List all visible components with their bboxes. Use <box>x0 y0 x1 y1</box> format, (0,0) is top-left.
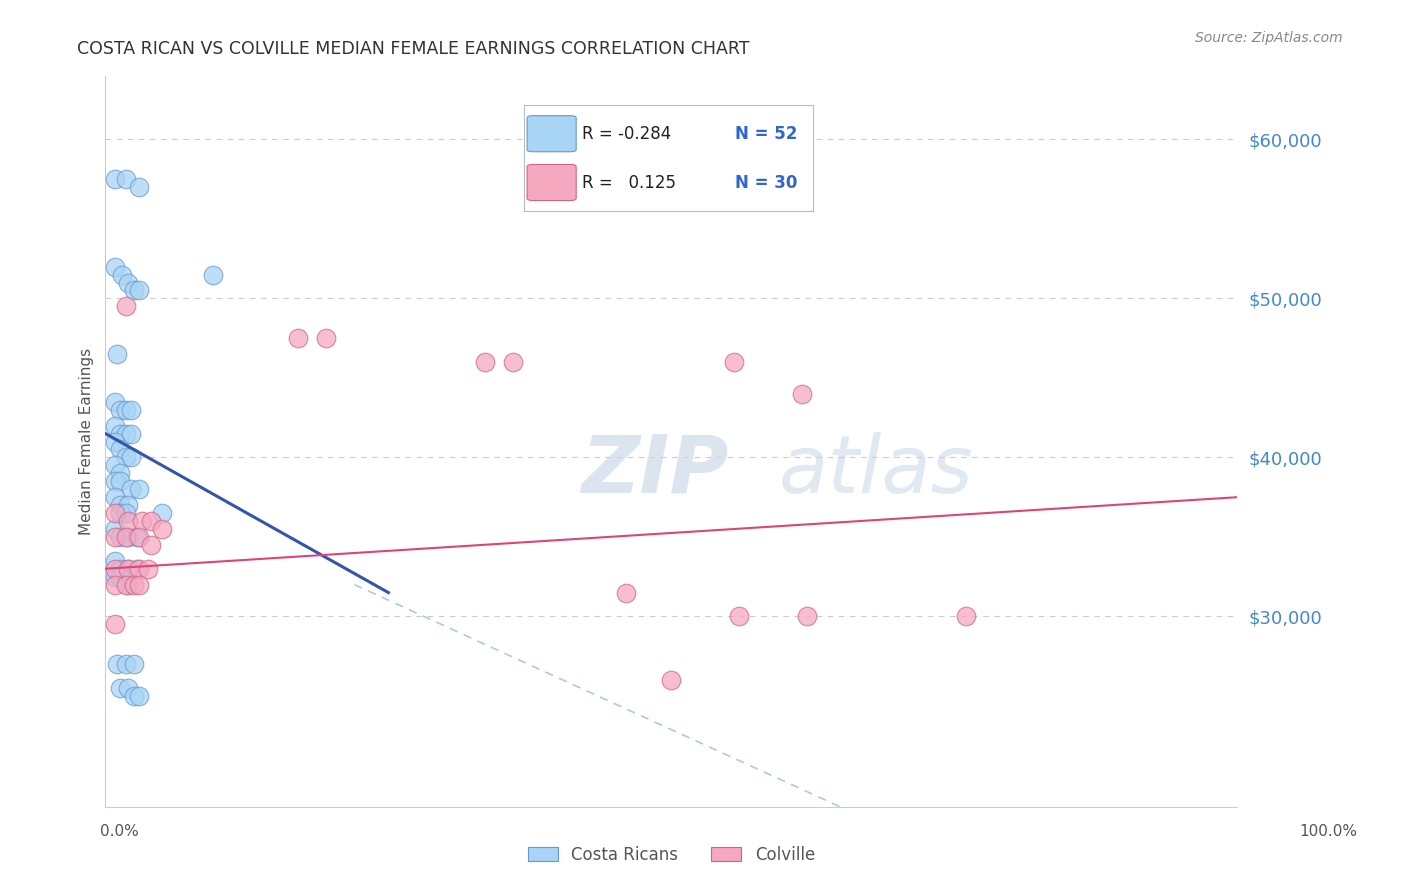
Point <box>108 442 131 457</box>
Text: atlas: atlas <box>779 432 973 510</box>
Point <box>128 562 150 576</box>
Point <box>661 673 683 687</box>
Point <box>138 562 160 576</box>
Point <box>114 577 136 591</box>
Point <box>103 530 125 544</box>
Point <box>103 434 125 449</box>
Point <box>103 394 125 409</box>
Point <box>114 402 136 417</box>
Point <box>114 299 136 313</box>
Point <box>105 347 128 361</box>
Point <box>614 585 637 599</box>
Point <box>790 387 813 401</box>
Point <box>117 514 139 528</box>
Point <box>121 402 143 417</box>
Point <box>103 506 125 520</box>
Point <box>121 450 143 465</box>
Point <box>114 506 136 520</box>
Point <box>103 490 125 504</box>
Point <box>128 577 150 591</box>
Point <box>103 554 125 568</box>
Point <box>121 426 143 441</box>
Point <box>128 482 150 496</box>
Point <box>955 609 977 624</box>
Point <box>114 426 136 441</box>
Point <box>127 530 149 544</box>
Point <box>114 530 136 544</box>
Point <box>103 418 125 433</box>
Point <box>108 402 131 417</box>
Point <box>150 506 173 520</box>
Point <box>103 570 125 584</box>
Point <box>796 609 818 624</box>
Y-axis label: Median Female Earnings: Median Female Earnings <box>79 348 94 535</box>
Point <box>117 498 139 512</box>
Point <box>114 172 136 186</box>
Point <box>117 681 139 695</box>
Point <box>108 506 131 520</box>
Point <box>128 180 150 194</box>
Point <box>139 538 162 552</box>
Text: COSTA RICAN VS COLVILLE MEDIAN FEMALE EARNINGS CORRELATION CHART: COSTA RICAN VS COLVILLE MEDIAN FEMALE EA… <box>77 40 749 58</box>
Point <box>122 689 145 703</box>
Point <box>108 570 131 584</box>
Point <box>108 562 131 576</box>
Point <box>103 475 125 489</box>
Point <box>108 681 131 695</box>
Point <box>108 530 131 544</box>
Point <box>122 577 145 591</box>
Point <box>121 482 143 496</box>
Point <box>103 617 125 632</box>
Point <box>114 450 136 465</box>
Point <box>114 657 136 672</box>
Point <box>315 331 337 345</box>
Point <box>128 284 150 298</box>
Point <box>127 562 149 576</box>
Point <box>103 172 125 186</box>
Text: ZIP: ZIP <box>581 432 728 510</box>
Point <box>117 530 139 544</box>
Point <box>150 522 173 536</box>
Point <box>117 276 139 290</box>
Point <box>474 355 496 369</box>
Point <box>103 577 125 591</box>
Point <box>103 458 125 473</box>
Text: Source: ZipAtlas.com: Source: ZipAtlas.com <box>1195 31 1343 45</box>
Text: 100.0%: 100.0% <box>1299 824 1358 838</box>
Point <box>108 426 131 441</box>
Point <box>131 514 153 528</box>
Point <box>103 522 125 536</box>
Point <box>108 498 131 512</box>
Point <box>502 355 524 369</box>
Point <box>139 514 162 528</box>
Point <box>128 689 150 703</box>
Point <box>122 284 145 298</box>
Point <box>117 562 139 576</box>
Text: 0.0%: 0.0% <box>100 824 139 838</box>
Point <box>117 577 139 591</box>
Point <box>108 475 131 489</box>
Point <box>128 530 150 544</box>
Point <box>723 355 745 369</box>
Point <box>111 268 134 282</box>
Point <box>201 268 224 282</box>
Point <box>103 562 125 576</box>
Point <box>103 260 125 274</box>
Point <box>105 657 128 672</box>
Legend: Costa Ricans, Colville: Costa Ricans, Colville <box>519 838 824 872</box>
Point <box>108 467 131 481</box>
Point <box>117 562 139 576</box>
Point <box>287 331 309 345</box>
Point <box>122 657 145 672</box>
Point <box>728 609 751 624</box>
